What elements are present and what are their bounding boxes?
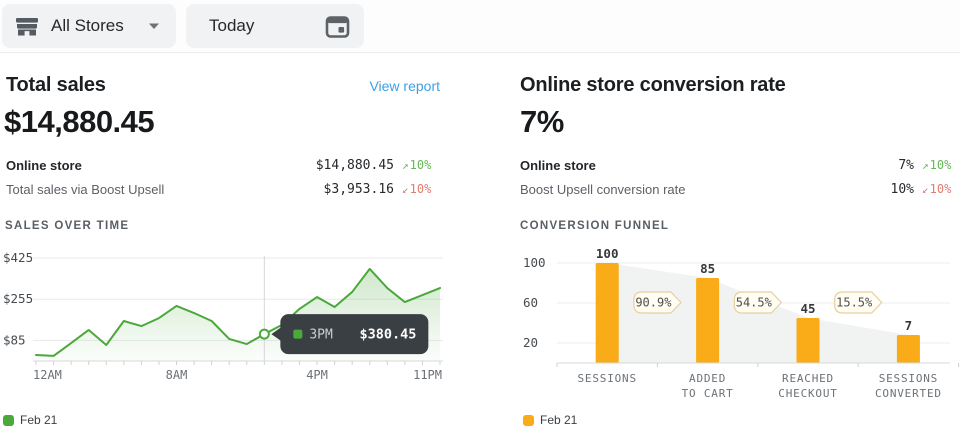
svg-text:$255: $255 [3, 291, 33, 306]
svg-text:$85: $85 [3, 332, 26, 347]
delta-percent: 10% [929, 182, 952, 196]
svg-text:CONVERTED: CONVERTED [875, 387, 942, 400]
topbar: All Stores Today [0, 0, 960, 53]
date-selector[interactable]: Today [186, 4, 364, 48]
svg-text:100: 100 [523, 255, 546, 270]
metric-delta: ↗ 10% [402, 158, 438, 172]
svg-text:15.5%: 15.5% [836, 296, 873, 310]
svg-text:60: 60 [523, 295, 538, 310]
svg-text:85: 85 [700, 261, 715, 276]
metric-row-online-store-sales: Online store $14,880.45 ↗ 10% [6, 154, 438, 176]
svg-text:20: 20 [523, 335, 538, 350]
view-report-link[interactable]: View report [369, 78, 440, 94]
funnel-legend: Feb 21 [523, 413, 577, 427]
svg-text:8AM: 8AM [166, 368, 188, 382]
funnel-legend-swatch [523, 414, 534, 426]
metric-row-online-store-rate: Online store 7% ↗ 10% [520, 154, 958, 176]
svg-text:54.5%: 54.5% [736, 296, 773, 310]
svg-text:$380.45: $380.45 [359, 327, 416, 343]
svg-text:CHECKOUT: CHECKOUT [778, 387, 837, 400]
svg-text:SESSIONS: SESSIONS [578, 372, 637, 385]
total-sales-title: Total sales [6, 74, 106, 96]
sales-legend-swatch [3, 414, 14, 426]
sales-over-time-title: SALES OVER TIME [5, 220, 130, 232]
conversion-rate-title: Online store conversion rate [520, 74, 786, 96]
sales-legend-label: Feb 21 [20, 413, 58, 427]
metric-value: $3,953.16 [323, 181, 394, 197]
metric-value: 10% [890, 181, 914, 197]
delta-percent: 10% [409, 182, 432, 196]
trend-down-icon: ↙ [402, 182, 409, 196]
svg-text:90.9%: 90.9% [635, 296, 672, 310]
svg-text:4PM: 4PM [306, 368, 328, 382]
metric-row-boost-upsell-sales: Total sales via Boost Upsell $3,953.16 ↙… [6, 178, 438, 200]
metric-label: Online store [6, 157, 82, 173]
storefront-icon [16, 17, 38, 35]
svg-text:7: 7 [905, 318, 913, 333]
sales-over-time-chart[interactable]: $425 $255 $85 12AM 8AM 4PM 11PM 3PM $380.45 [0, 246, 462, 406]
svg-text:$425: $425 [3, 250, 33, 265]
conversion-rate-value: 7% [520, 104, 564, 139]
sales-legend: Feb 21 [3, 413, 57, 427]
total-sales-header: Total sales View report [0, 74, 462, 97]
store-selector[interactable]: All Stores [2, 4, 176, 48]
conversion-rate-breakdown: Online store 7% ↗ 10% Boost Upsell conver… [520, 154, 960, 200]
metric-delta: ↙ 10% [402, 182, 438, 196]
conversion-rate-header: Online store conversion rate [520, 74, 960, 97]
store-selector-label: All Stores [51, 16, 124, 35]
total-sales-value: $14,880.45 [4, 104, 155, 139]
metric-row-boost-upsell-rate: Boost Upsell conversion rate 10% ↙ 10% [520, 178, 958, 200]
total-sales-breakdown: Online store $14,880.45 ↗ 10% Total sales… [0, 154, 462, 200]
svg-text:100: 100 [596, 246, 619, 261]
svg-text:ADDED: ADDED [689, 372, 726, 385]
svg-text:3PM: 3PM [309, 328, 333, 343]
metric-delta: ↙ 10% [922, 182, 958, 196]
svg-text:12AM: 12AM [33, 368, 62, 382]
metric-value: 7% [898, 157, 914, 173]
trend-up-icon: ↗ [402, 158, 409, 172]
date-selector-label: Today [209, 16, 255, 35]
svg-text:REACHED: REACHED [782, 372, 834, 385]
chevron-down-icon [149, 23, 159, 29]
funnel-legend-label: Feb 21 [540, 413, 578, 427]
metric-delta: ↗ 10% [922, 158, 958, 172]
trend-up-icon: ↗ [922, 158, 929, 172]
svg-text:45: 45 [800, 301, 815, 316]
metric-label: Total sales via Boost Upsell [6, 181, 165, 197]
delta-percent: 10% [409, 158, 432, 172]
conversion-funnel-title: CONVERSION FUNNEL [520, 220, 670, 232]
conversion-funnel-chart[interactable]: 100 60 20 100 85 45 7 90.9% 54.5% 15.5% SESSIONS AD… [515, 246, 960, 406]
metric-label: Boost Upsell conversion rate [520, 181, 686, 197]
metric-label: Online store [520, 157, 596, 173]
metric-value: $14,880.45 [315, 157, 394, 173]
svg-text:TO CART: TO CART [682, 387, 734, 400]
calendar-icon [325, 15, 350, 38]
svg-text:SESSIONS: SESSIONS [879, 372, 938, 385]
svg-text:11PM: 11PM [413, 368, 442, 382]
delta-percent: 10% [929, 158, 952, 172]
trend-down-icon: ↙ [922, 182, 929, 196]
